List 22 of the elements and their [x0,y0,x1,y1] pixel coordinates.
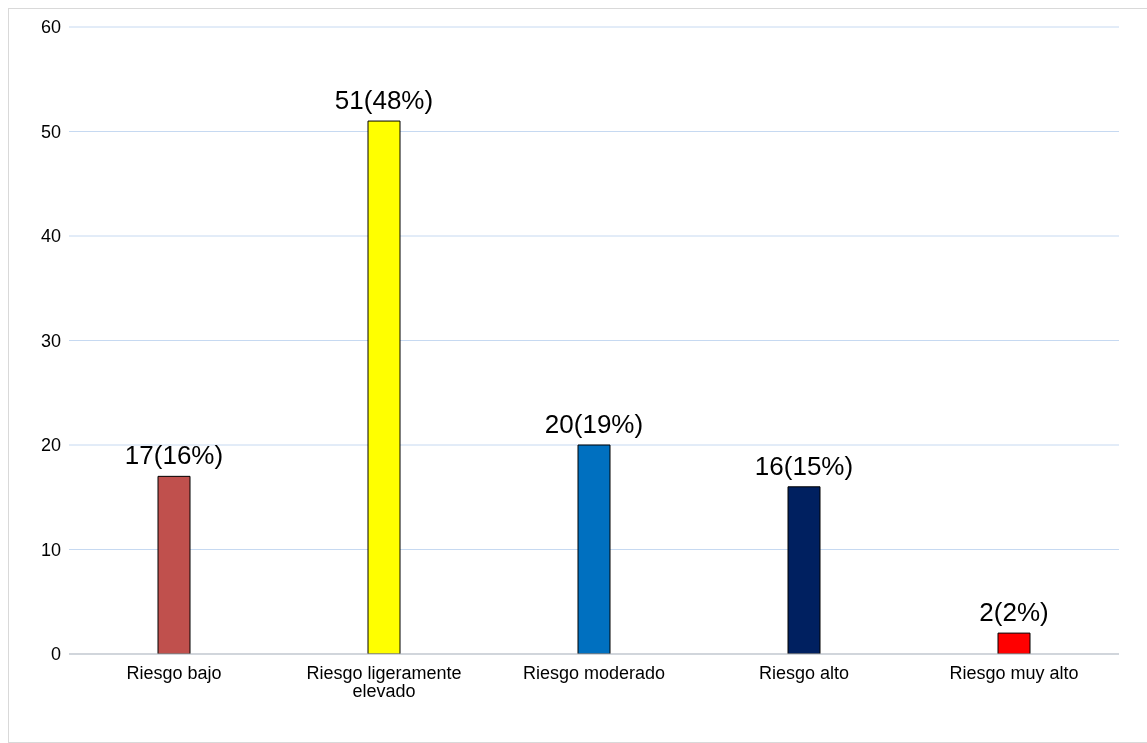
y-tick-label: 0 [50,644,61,665]
bar [997,632,1031,654]
data-label: 51(48%) [334,85,434,116]
x-tick-label: Riesgo alto [758,662,850,683]
bar [367,120,401,654]
data-label: 2(2%) [979,597,1049,628]
bar [157,475,191,654]
data-label: 20(19%) [544,409,644,439]
x-tick-label: Riesgo ligeramente elevado [306,662,462,701]
data-label: 16(15%) [754,450,854,481]
bar [577,444,611,654]
x-tick-label: Riesgo bajo [126,662,222,683]
x-tick-label: Riesgo moderado [522,662,666,683]
y-tick-label: 40 [40,226,61,247]
y-tick-label: 60 [40,17,61,38]
x-tick-label: Riesgo muy alto [949,662,1079,683]
y-tick-label: 10 [40,539,61,560]
data-label: 17(16%) [124,440,224,471]
y-tick-label: 50 [40,121,61,142]
y-tick-label: 20 [40,435,61,456]
bar [787,486,821,654]
y-tick-label: 30 [40,330,61,351]
